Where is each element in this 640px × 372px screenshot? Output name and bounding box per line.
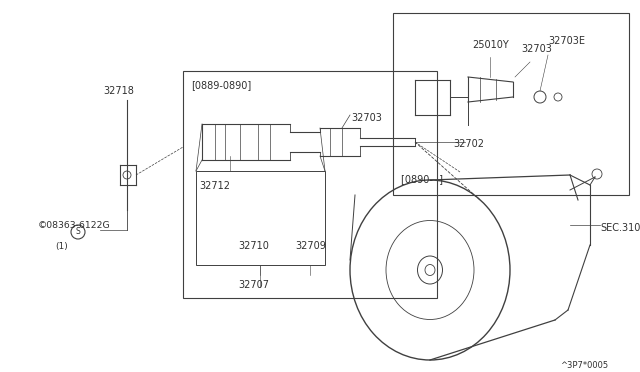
Bar [196,171,325,265]
Bar [393,13,629,195]
Text: 32703E: 32703E [548,36,585,46]
Text: 32718: 32718 [103,86,134,96]
Text: SEC.310: SEC.310 [600,223,640,233]
Text: ^3P7*0005: ^3P7*0005 [560,360,608,369]
Text: 32707: 32707 [238,280,269,290]
Text: [0889-0890]: [0889-0890] [191,80,252,90]
Text: ©08363-6122G: ©08363-6122G [38,221,111,230]
Text: 25010Y: 25010Y [472,40,509,50]
Text: [0890-  ]: [0890- ] [401,174,443,184]
Text: 32709: 32709 [295,241,326,251]
Text: 32703: 32703 [351,113,382,123]
Bar [183,71,437,298]
Text: 32703: 32703 [521,44,552,54]
Text: (1): (1) [55,243,68,251]
Text: S: S [76,228,81,237]
Text: 32712: 32712 [199,181,230,191]
Text: 32702: 32702 [453,139,484,149]
Text: 32710: 32710 [238,241,269,251]
